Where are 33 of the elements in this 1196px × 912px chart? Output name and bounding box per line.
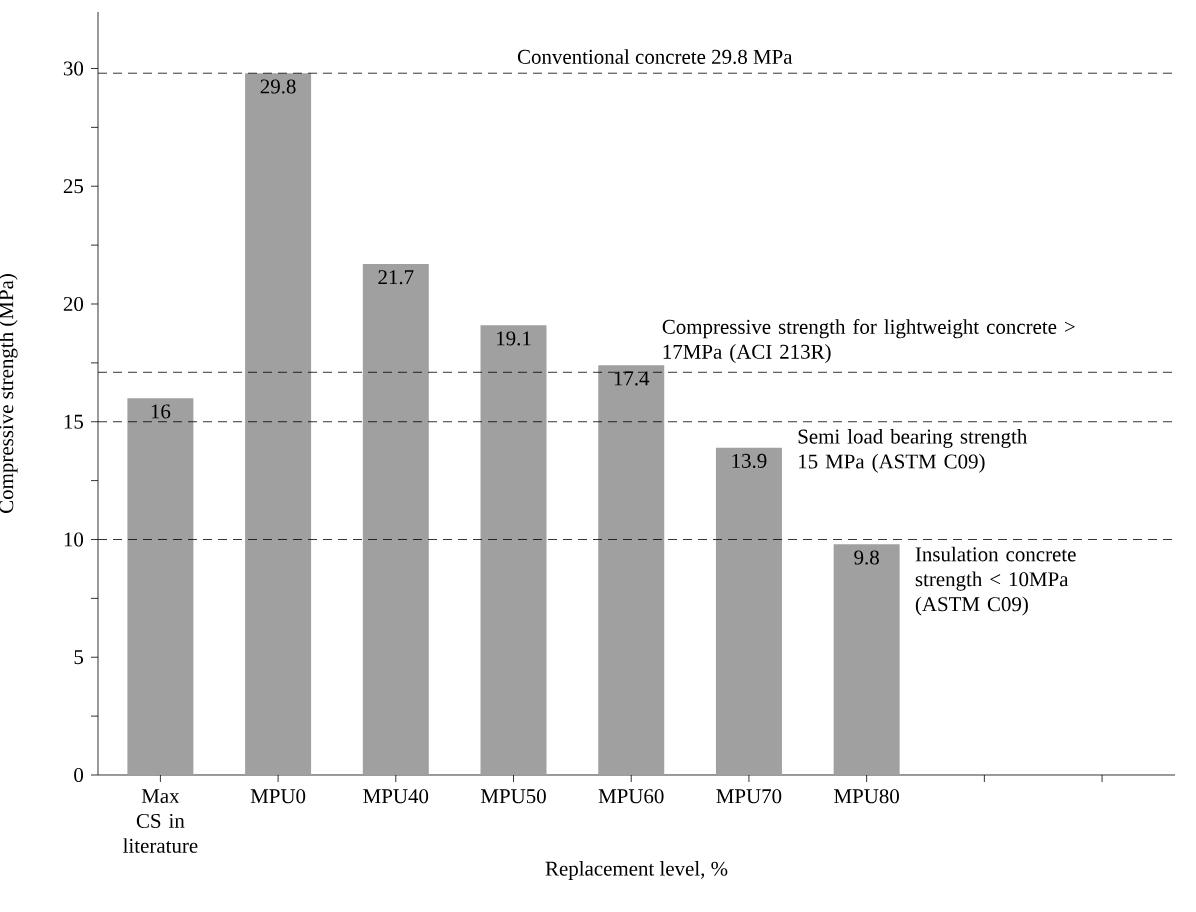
y-tick-label: 0 <box>74 767 84 783</box>
data-label: 19.1 <box>497 331 531 346</box>
data-label: 29.8 <box>260 79 296 94</box>
ref-line-label: Conventional concrete 29.8 MPa <box>517 49 793 65</box>
x-axis-title: Replacement level, % <box>545 861 728 880</box>
bar <box>127 398 194 775</box>
y-tick-label: 20 <box>63 296 84 312</box>
ref-line-label: Insulation concrete strength < 10MPa (ASTM C09) <box>915 546 1076 616</box>
data-label: 13.9 <box>732 453 767 468</box>
x-tick-label: MPU0 <box>250 789 306 804</box>
bar <box>715 447 782 775</box>
bar <box>833 544 900 775</box>
data-label: 9.8 <box>854 550 879 565</box>
bar <box>245 73 312 775</box>
bar <box>362 263 429 775</box>
y-tick-label: 5 <box>74 650 84 665</box>
y-tick-label: 15 <box>64 414 84 429</box>
y-tick-label: 30 <box>63 61 84 76</box>
x-tick-label: Max CS in literature <box>123 789 198 853</box>
ref-line-label: Compressive strength for lightweight concrete > 17MPa (ACI 213R) <box>662 318 1075 364</box>
bar <box>480 325 547 775</box>
data-label: 16 <box>151 404 171 419</box>
data-label: 17.4 <box>614 371 650 386</box>
x-tick-label: MPU70 <box>716 789 782 804</box>
x-tick-label: MPU40 <box>363 789 429 804</box>
y-tick-label: 25 <box>63 179 84 194</box>
y-tick-label: 10 <box>64 532 84 547</box>
x-tick-label: MPU60 <box>598 789 664 804</box>
data-label: 21.7 <box>378 270 414 285</box>
bar <box>598 365 665 775</box>
ref-line-label: Semi load bearing strength 15 MPa (ASTM C09) <box>798 428 1028 473</box>
x-tick-label: MPU80 <box>834 789 899 804</box>
x-tick-label: MPU50 <box>480 789 546 804</box>
